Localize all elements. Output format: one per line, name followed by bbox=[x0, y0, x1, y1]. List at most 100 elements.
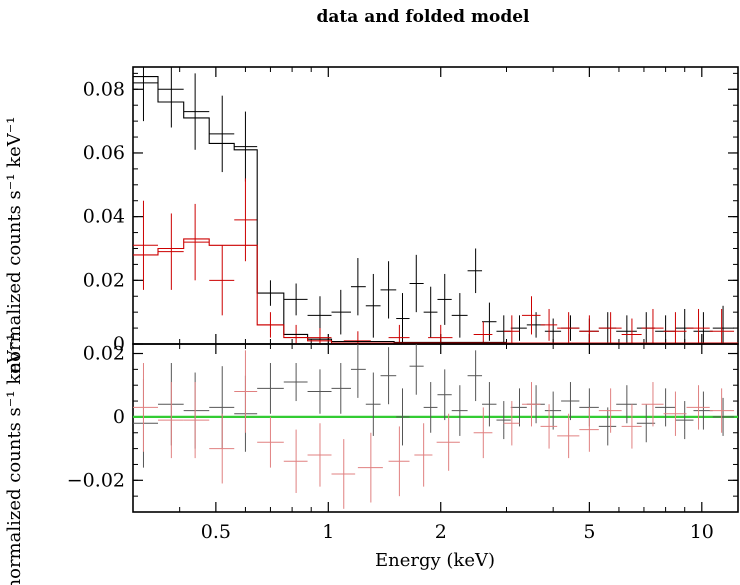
data-point bbox=[544, 391, 562, 430]
data-point bbox=[540, 308, 558, 341]
data-point bbox=[675, 308, 694, 344]
y-tick-label: 0.02 bbox=[83, 269, 125, 291]
y-tick-label: −0.02 bbox=[67, 469, 125, 491]
data-point bbox=[655, 315, 676, 344]
data-point bbox=[675, 401, 694, 440]
data-point bbox=[663, 312, 687, 344]
data-point bbox=[598, 388, 622, 433]
data-point bbox=[283, 283, 308, 316]
x-axis-label: Energy (keV) bbox=[375, 550, 495, 571]
data-point bbox=[636, 404, 656, 443]
y-tick-label: 0 bbox=[113, 333, 125, 355]
data-point bbox=[388, 426, 410, 497]
bottom-panel-frame bbox=[132, 343, 739, 513]
data-point bbox=[423, 286, 438, 338]
data-point bbox=[709, 388, 735, 433]
data-point bbox=[496, 401, 511, 440]
data-point bbox=[709, 308, 735, 344]
data-point bbox=[686, 385, 710, 430]
data-point bbox=[503, 315, 520, 344]
data-point bbox=[331, 363, 351, 414]
data-point bbox=[307, 369, 332, 414]
data-point bbox=[467, 350, 483, 402]
data-point bbox=[365, 273, 381, 338]
data-point bbox=[133, 200, 159, 290]
data-point bbox=[561, 382, 580, 421]
top-series-group bbox=[133, 67, 738, 344]
data-point bbox=[641, 308, 664, 344]
bottom-series-group bbox=[133, 344, 738, 509]
y-tick-label: 0.04 bbox=[83, 206, 125, 228]
data-point bbox=[598, 407, 617, 446]
data-point bbox=[343, 331, 371, 344]
data-point bbox=[331, 289, 351, 335]
data-point bbox=[307, 423, 332, 487]
data-point bbox=[663, 391, 687, 436]
data-point bbox=[621, 318, 642, 344]
data-point bbox=[257, 416, 284, 468]
top-x-axis-ticks bbox=[132, 67, 703, 344]
y-tick-label: 0 bbox=[113, 406, 125, 428]
top-panel: 0 0.02 0.04 0.06 0.08 bbox=[83, 66, 739, 355]
data-point bbox=[579, 407, 599, 452]
data-point bbox=[482, 382, 497, 427]
data-point bbox=[183, 73, 210, 150]
x-tick-label: 5 bbox=[583, 521, 595, 543]
data-point bbox=[350, 344, 366, 398]
y-tick-label: 0.02 bbox=[83, 343, 125, 365]
data-point bbox=[482, 302, 497, 341]
data-point bbox=[510, 315, 527, 341]
data-point bbox=[451, 293, 468, 338]
data-point bbox=[616, 385, 637, 424]
data-point bbox=[409, 344, 424, 395]
top-y-axis: 0 0.02 0.04 0.06 0.08 bbox=[83, 72, 738, 355]
data-point bbox=[544, 318, 562, 344]
data-point bbox=[467, 248, 483, 294]
data-point bbox=[357, 432, 383, 503]
data-point bbox=[183, 382, 210, 459]
data-point bbox=[409, 254, 424, 313]
data-point bbox=[437, 369, 452, 421]
data-point bbox=[365, 372, 381, 436]
data-point bbox=[437, 273, 452, 325]
data-point bbox=[521, 382, 541, 427]
data-point bbox=[158, 363, 184, 446]
data-point bbox=[396, 293, 410, 344]
data-point bbox=[158, 213, 184, 290]
data-point bbox=[283, 363, 308, 402]
data-point bbox=[234, 111, 258, 182]
data-point bbox=[133, 67, 159, 122]
data-point bbox=[331, 439, 356, 509]
data-point bbox=[257, 363, 284, 414]
data-point bbox=[423, 382, 438, 433]
data-point bbox=[183, 203, 210, 281]
data-point bbox=[209, 245, 235, 316]
data-point bbox=[209, 413, 235, 484]
data-point bbox=[209, 95, 235, 173]
data-point bbox=[557, 312, 580, 344]
chart-title: data and folded model bbox=[317, 7, 531, 27]
data-point bbox=[428, 324, 453, 344]
top-panel-frame bbox=[132, 66, 739, 345]
data-point bbox=[686, 308, 710, 344]
data-point bbox=[388, 324, 410, 344]
data-point bbox=[133, 363, 159, 452]
data-point bbox=[451, 385, 468, 436]
x-tick-label: 1 bbox=[322, 521, 334, 543]
data-point bbox=[436, 413, 460, 471]
data-point bbox=[557, 413, 580, 459]
model-step-line-3 bbox=[133, 238, 738, 344]
data-point bbox=[510, 388, 527, 427]
y-tick-label: 0.06 bbox=[83, 142, 125, 164]
data-point bbox=[712, 305, 735, 344]
data-point bbox=[621, 404, 642, 449]
bottom-y-axis-label: normalized counts s⁻¹ keV⁻¹ bbox=[4, 334, 25, 585]
data-point bbox=[473, 407, 493, 459]
model-step-line-2 bbox=[133, 76, 738, 344]
bottom-x-axis: 0.5 1 2 5 10 bbox=[132, 344, 714, 543]
x-tick-label: 0.5 bbox=[201, 521, 231, 543]
data-point bbox=[158, 382, 184, 459]
data-point bbox=[234, 350, 258, 433]
data-point bbox=[380, 261, 397, 319]
